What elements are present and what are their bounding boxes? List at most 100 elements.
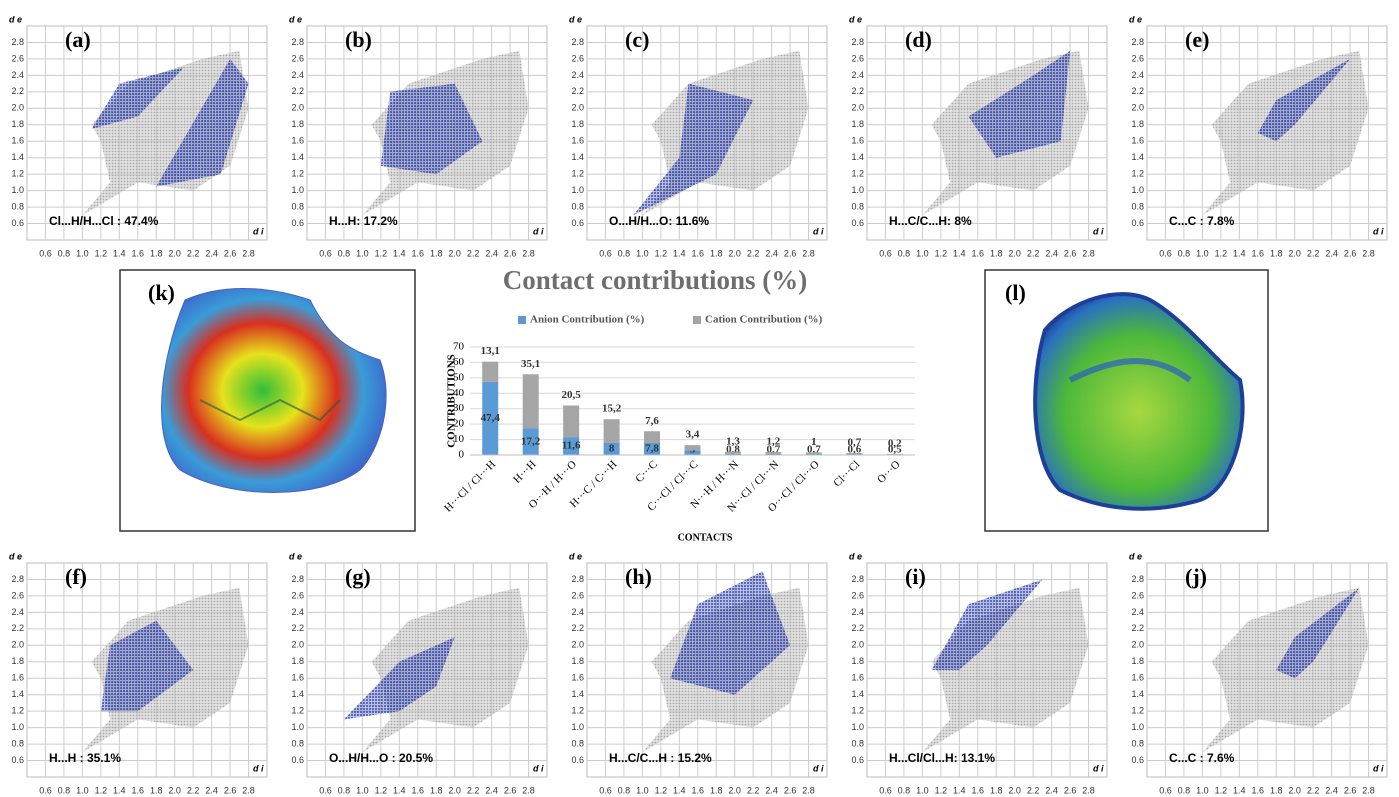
- y-tick-label: 2.2: [291, 623, 304, 633]
- x-tick-label: 2.6: [504, 785, 517, 795]
- x-tick-label: 1.4: [1233, 785, 1246, 795]
- x-tick-label: C···C: [633, 458, 660, 485]
- value-label: 13,1: [481, 345, 500, 357]
- y-tick-label: 2.6: [1131, 53, 1144, 63]
- x-tick-label: 2.2: [747, 248, 760, 258]
- x-tick-label: 2.8: [1082, 248, 1095, 258]
- axis-label: d i: [253, 226, 264, 236]
- axis-label: d i: [1093, 763, 1104, 773]
- y-tick-label: 2.8: [291, 37, 304, 47]
- y-tick-label: 2.4: [11, 70, 24, 80]
- x-tick-label: 0.8: [1178, 248, 1191, 258]
- x-tick-label: 1.0: [356, 248, 369, 258]
- y-tick-label: 2.4: [291, 70, 304, 80]
- bar-segment: [644, 431, 660, 443]
- y-tick-label: 1.0: [291, 185, 304, 195]
- x-tick-label: 2.6: [504, 248, 517, 258]
- axis-label: d e: [9, 551, 22, 561]
- x-tick-label: 1.8: [710, 785, 723, 795]
- contact-caption: H...H: 17.2%: [329, 214, 398, 228]
- x-tick-label: 0.6: [879, 248, 892, 258]
- x-tick-label: 1.4: [953, 785, 966, 795]
- x-tick-label: 2.4: [1045, 248, 1058, 258]
- y-tick-label: 0.6: [11, 218, 24, 228]
- x-tick-label: 1.2: [1215, 248, 1228, 258]
- x-tick-label: 2.8: [802, 785, 815, 795]
- bar-segment: [725, 452, 741, 454]
- x-tick-label: 2.4: [1325, 248, 1338, 258]
- y-tick-label: 1.8: [11, 656, 24, 666]
- x-tick-label: 1.6: [1252, 785, 1265, 795]
- x-tick-label: 0.6: [319, 785, 332, 795]
- y-tick-label: 2.6: [571, 53, 584, 63]
- x-tick-label: 2.2: [467, 248, 480, 258]
- x-tick-label: 2.2: [1027, 248, 1040, 258]
- axis-label: d e: [569, 14, 582, 24]
- x-tick-label: 0.8: [898, 785, 911, 795]
- x-tick-label: 0.8: [58, 785, 71, 795]
- x-tick-label: 2.4: [1045, 785, 1058, 795]
- y-tick-label: 2.6: [291, 590, 304, 600]
- y-tick-label: 1.8: [571, 656, 584, 666]
- x-tick-label: 1.0: [1196, 785, 1209, 795]
- x-tick-label: 1.4: [393, 248, 406, 258]
- x-tick-label: 1.2: [935, 785, 948, 795]
- x-tick-label: 1.0: [76, 785, 89, 795]
- x-tick-label: 2.4: [205, 785, 218, 795]
- x-tick-label: 2.8: [802, 248, 815, 258]
- panel-label: (k): [148, 280, 175, 305]
- x-tick-label: 2.8: [242, 248, 255, 258]
- x-tick-label: 1.4: [673, 248, 686, 258]
- y-tick-label: 0: [459, 449, 465, 461]
- contact-caption: H...C/C...H : 15.2%: [609, 751, 712, 765]
- y-tick-label: 2.8: [1131, 574, 1144, 584]
- x-tick-label: 1.8: [1270, 785, 1283, 795]
- contact-caption: H...Cl/Cl...H: 13.1%: [889, 751, 995, 765]
- y-tick-label: 1.2: [1131, 169, 1144, 179]
- fingerprint-panel: 0.60.81.01.21.41.61.82.02.22.42.62.80.60…: [1129, 14, 1387, 258]
- value-label: 7,8: [645, 443, 659, 455]
- y-tick-label: 1.8: [291, 656, 304, 666]
- x-tick-label: 0.6: [39, 785, 52, 795]
- value-label: 1: [811, 436, 817, 448]
- x-tick-label: Cl···Cl: [831, 458, 862, 489]
- y-tick-label: 1.0: [11, 722, 24, 732]
- x-tick-label: 1.0: [636, 785, 649, 795]
- y-tick-label: 2.6: [1131, 590, 1144, 600]
- y-tick-label: 2.4: [851, 70, 864, 80]
- y-tick-label: 1.4: [571, 152, 584, 162]
- x-tick-label: H···Cl / Cl···H: [442, 458, 498, 514]
- x-tick-label: 1.6: [412, 785, 425, 795]
- axis-label: d e: [569, 551, 582, 561]
- y-tick-label: 0.6: [11, 755, 24, 765]
- x-tick-label: 2.6: [224, 248, 237, 258]
- x-tick-label: 0.8: [58, 248, 71, 258]
- legend-swatch: [693, 316, 701, 324]
- y-tick-label: 2.6: [11, 590, 24, 600]
- x-tick-label: 1.2: [375, 785, 388, 795]
- value-label: 47,4: [481, 412, 501, 424]
- x-tick-label: 2.0: [1008, 248, 1021, 258]
- y-tick-label: 1.2: [11, 169, 24, 179]
- value-label: 3,4: [686, 429, 700, 441]
- y-tick-label: 1.4: [571, 689, 584, 699]
- y-tick-label: 1.6: [571, 673, 584, 683]
- y-tick-label: 1.4: [11, 689, 24, 699]
- x-tick-label: 1.8: [1270, 248, 1283, 258]
- x-axis-label: CONTACTS: [678, 532, 733, 543]
- y-tick-label: 0.6: [1131, 755, 1144, 765]
- x-tick-label: 1.4: [113, 785, 126, 795]
- bar-segment: [563, 405, 579, 437]
- y-tick-label: 1.2: [291, 706, 304, 716]
- x-tick-label: 2.0: [1288, 248, 1301, 258]
- y-tick-label: 1.2: [851, 706, 864, 716]
- y-tick-label: 1.6: [291, 136, 304, 146]
- y-tick-label: 2.6: [851, 590, 864, 600]
- x-tick-label: 2.0: [1288, 785, 1301, 795]
- value-label: 35,1: [521, 358, 540, 370]
- panel-label: (e): [1185, 27, 1209, 52]
- y-tick-label: 0.6: [571, 218, 584, 228]
- panel-label: (j): [1185, 564, 1207, 589]
- axis-label: d e: [289, 551, 302, 561]
- x-tick-label: 2.0: [728, 248, 741, 258]
